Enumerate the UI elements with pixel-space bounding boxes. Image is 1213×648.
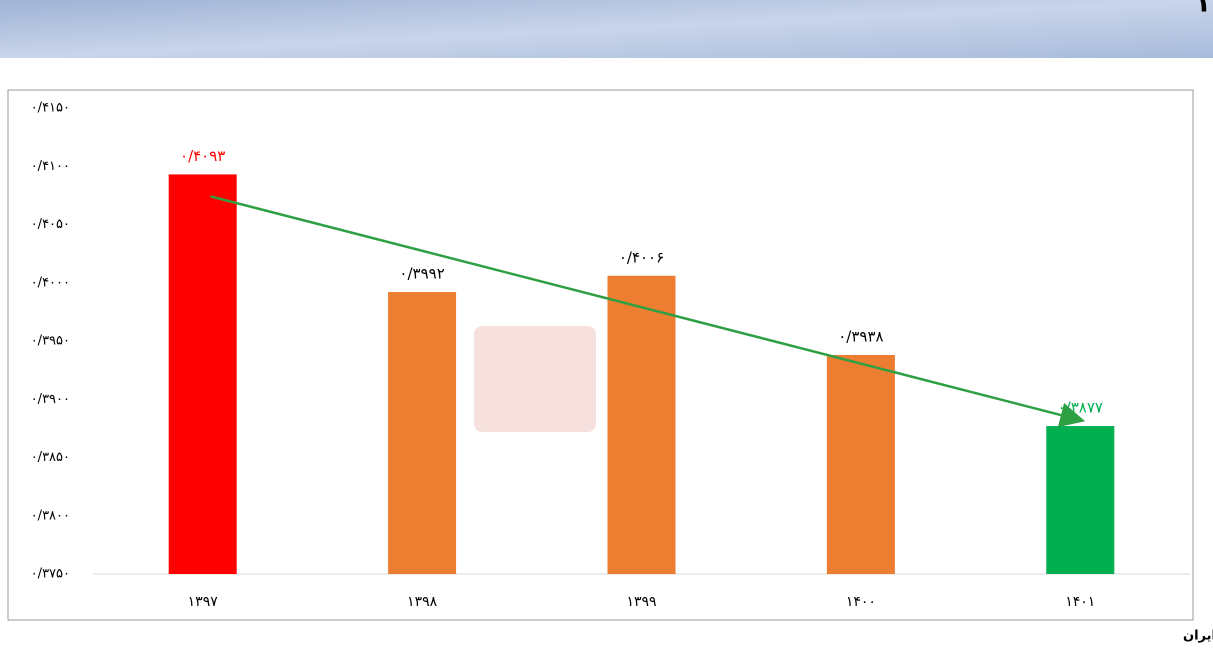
y-tick-label: ۰/۴۰۰۰ [31,275,70,290]
value-label: ۰/۴۰۹۳ [180,147,225,165]
bar [826,354,895,574]
value-label: ۰/۴۰۰۶ [619,248,664,266]
bar [168,174,237,574]
bar [388,292,457,574]
y-tick-label: ۰/۳۹۵۰ [31,334,70,349]
y-tick-label: ۰/۴۰۵۰ [31,217,70,232]
y-tick-label: ۰/۴۱۰۰ [31,159,70,174]
y-tick-label: ۰/۳۸۵۰ [31,450,70,465]
value-label: ۰/۳۹۹۲ [399,265,444,283]
y-tick-label: ۰/۴۱۵۰ [31,101,70,116]
value-label: ۰/۳۸۷۷ [1058,399,1103,417]
y-tick-label: ۰/۳۷۵۰ [31,567,70,582]
x-tick-label: ۱۳۹۸ [407,594,438,610]
bar [607,275,676,574]
source-note: ماخذ: مرکز آمار ایران [1183,627,1213,644]
watermark [474,326,596,432]
x-tick-label: ۱۴۰۰ [846,594,876,610]
header-banner [0,0,1213,58]
y-tick-label: ۰/۳۸۰۰ [31,508,70,523]
y-tick-label: ۰/۳۹۰۰ [31,392,70,407]
trend-arrow [210,195,1086,428]
plot-frame [7,89,1194,621]
bar [1046,426,1115,574]
x-tick-label: ۱۴۰۱ [1065,594,1095,610]
x-tick-label: ۱۳۹۹ [626,594,656,610]
x-tick-label: ۱۳۹۷ [188,594,219,610]
chart-title: تحولات ضریب جینی طی دوره ۱۴۰۱-۱۳۹۷ [1195,0,1213,19]
value-label: ۰/۳۹۳۸ [838,327,883,345]
